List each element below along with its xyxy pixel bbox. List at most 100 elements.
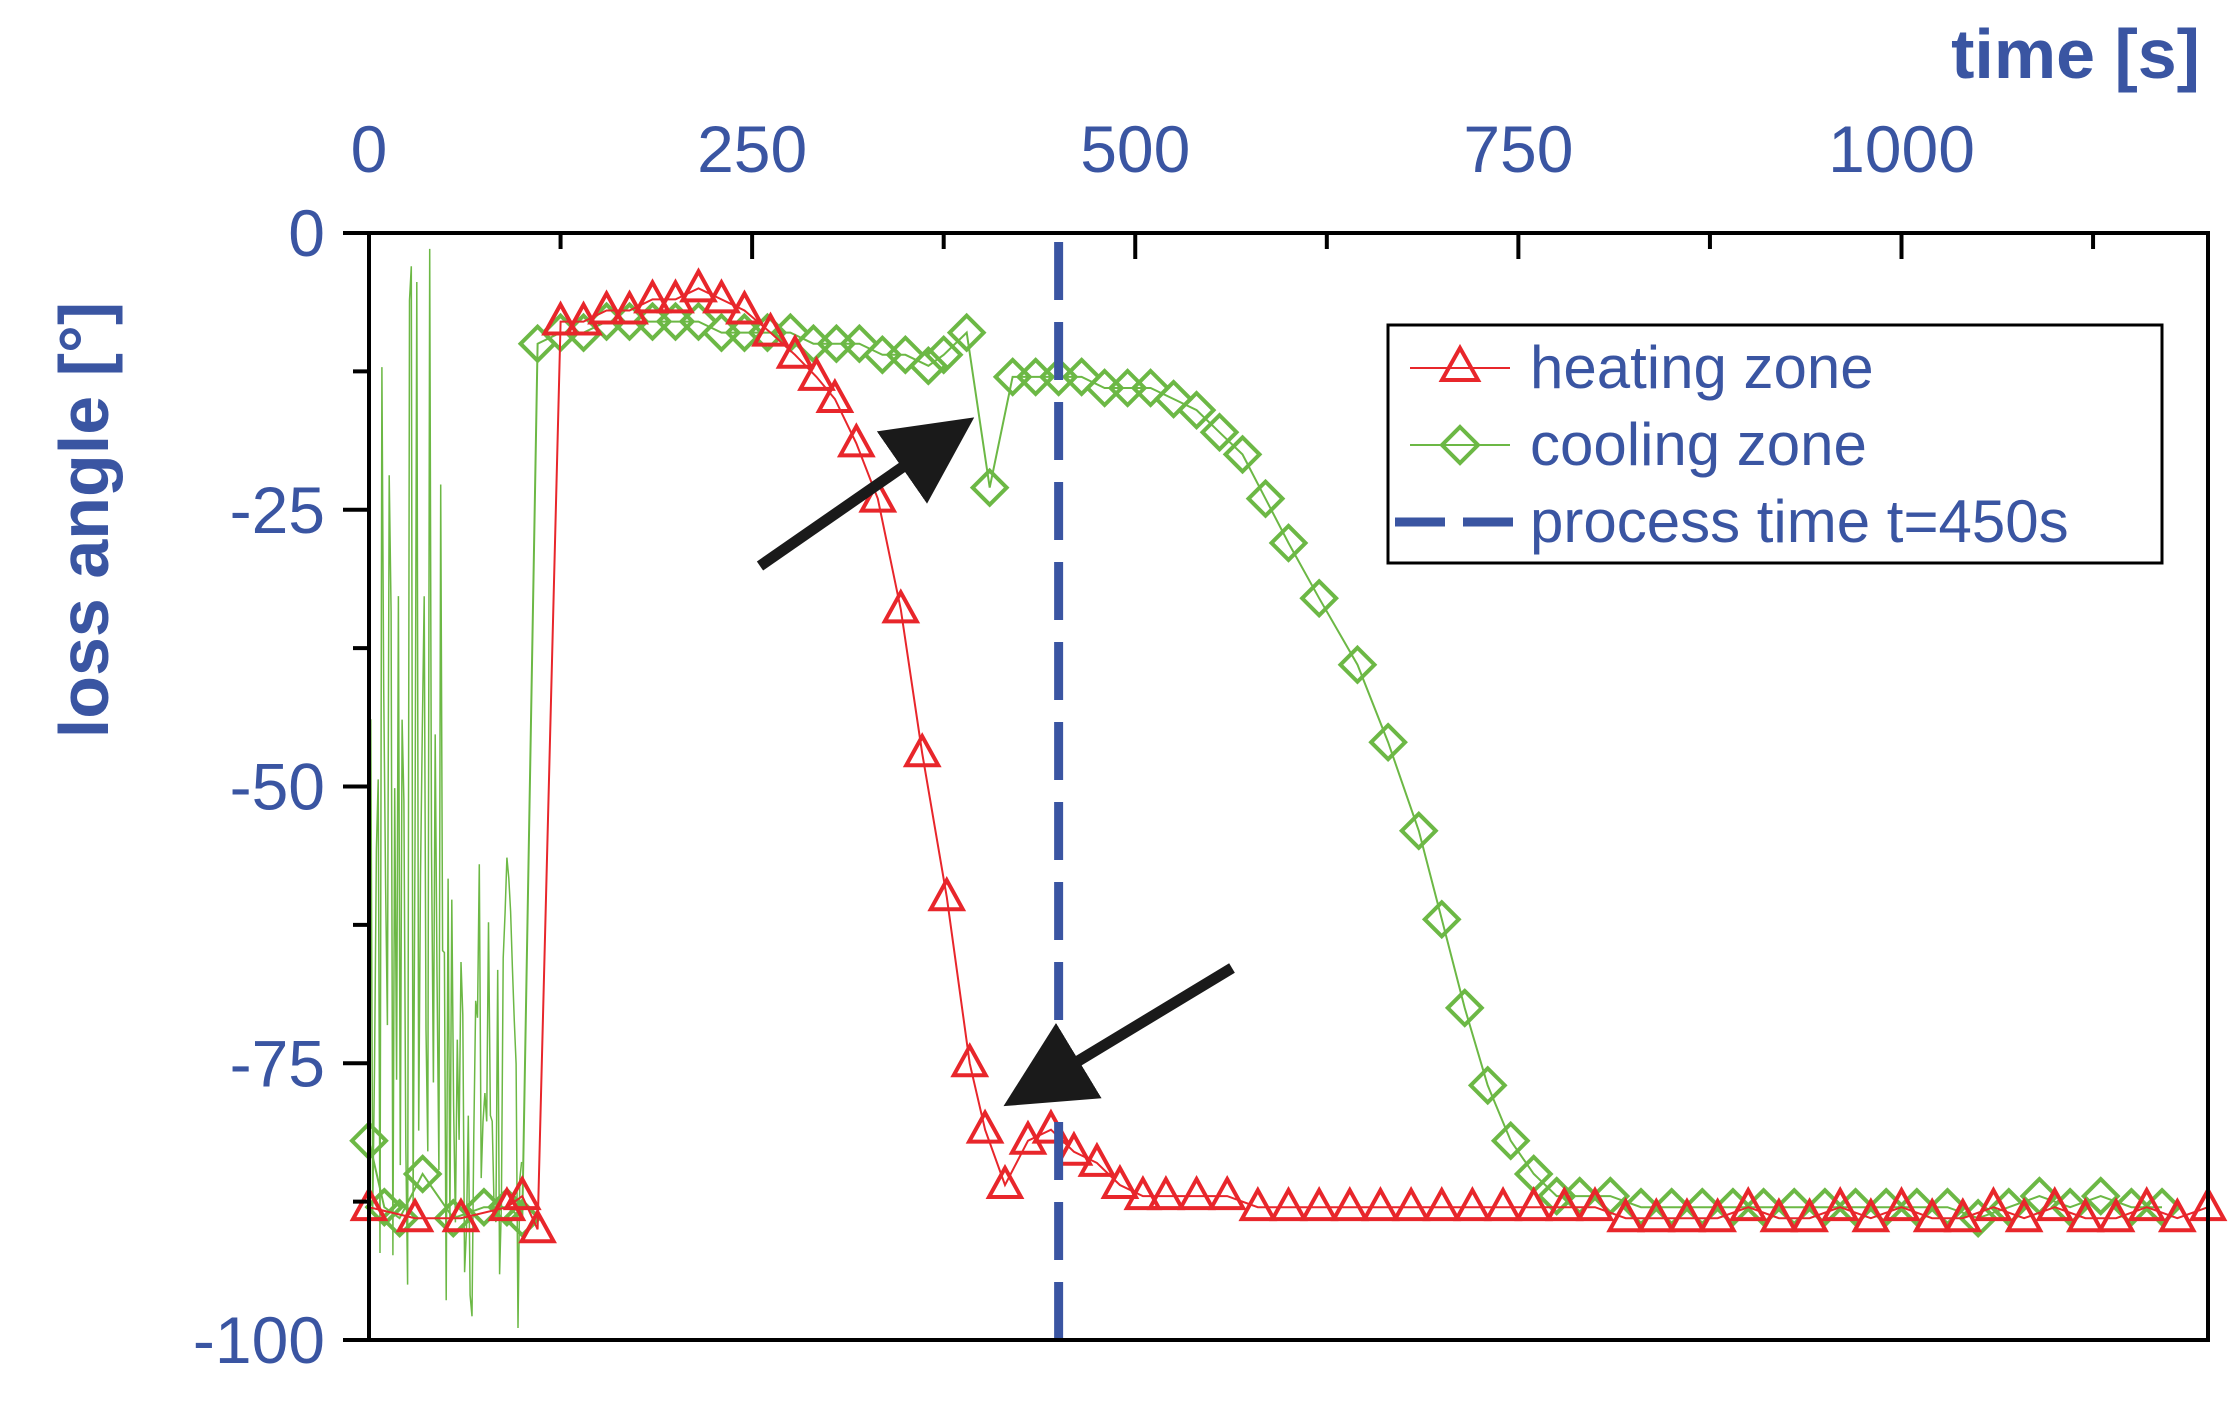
cooling-zone-marker (1222, 434, 1263, 475)
heating-zone-marker (441, 1197, 481, 1233)
cooling-zone-marker (1444, 988, 1485, 1028)
y-tick-label: -100 (193, 1303, 325, 1377)
cooling-zone-marker (1199, 412, 1240, 453)
heating-zone-marker (775, 333, 815, 369)
heating-zone-marker (1391, 1186, 1431, 1222)
cooling-zone-marker (969, 467, 1010, 508)
heating-zone-marker (679, 267, 718, 303)
heating-zone-marker (1514, 1186, 1554, 1222)
heating-zone-marker (725, 289, 764, 325)
heating-zone-marker (2066, 1197, 2105, 1233)
x-axis-title: time [s] (1951, 15, 2200, 93)
heating-zone-marker (1077, 1141, 1117, 1177)
x-tick-label: 500 (1080, 112, 1190, 186)
heating-zone-marker (1912, 1197, 1952, 1233)
arrow-layer (756, 417, 1235, 1107)
y-axis-title: loss angle [°] (45, 302, 123, 738)
legend-marker-cooling (1439, 424, 1481, 466)
heating-zone-marker (1606, 1197, 1646, 1233)
legend-label-heating: heating zone (1530, 334, 1874, 401)
cooling-zone-marker (839, 323, 880, 364)
arrow-to-cooling-dip (756, 417, 975, 571)
y-tick-label: 0 (288, 196, 325, 270)
x-tick-label: 1000 (1828, 112, 1975, 186)
heating-zone-marker (1544, 1186, 1584, 1222)
cooling-zone-marker (946, 312, 987, 353)
cooling-zone-marker (433, 1198, 474, 1239)
heating-zone-marker (836, 422, 876, 458)
cooling-zone-marker (1368, 722, 1408, 763)
cooling-zone-marker (1621, 1187, 1661, 1227)
heating-zone-marker (815, 377, 855, 414)
heating-zone-marker (1575, 1186, 1615, 1222)
x-tick-label: 0 (351, 112, 388, 186)
cooling-zone-marker (678, 301, 719, 342)
heating-zone-marker (1177, 1174, 1216, 1211)
legend-box (1386, 323, 2164, 565)
legend-marker-heating (1438, 343, 1482, 382)
cooling-zone-marker (1153, 379, 1194, 419)
heating-zone-marker (881, 588, 921, 624)
heating-zone-marker (1851, 1197, 1891, 1233)
heating-zone-marker (1422, 1186, 1462, 1222)
cooling-zone-marker (1398, 810, 1439, 851)
heating-zone-marker (541, 300, 580, 336)
heating-zone-marker (950, 1042, 990, 1078)
cooling-zone-marker (1490, 1120, 1531, 1161)
heating-zone-marker (487, 1186, 527, 1222)
cooling-zone-marker (1927, 1187, 1968, 1227)
cooling-zone-marker (487, 1187, 527, 1227)
heating-zone-marker (1008, 1119, 1048, 1155)
y-tick-label: -25 (230, 473, 325, 547)
heating-zone-marker (2004, 1197, 2044, 1233)
heating-zone-marker (1759, 1197, 1799, 1233)
cooling-zone-marker (1176, 390, 1217, 430)
tick-labels: 0 250 500 750 1000 0 -25 -50 -75 -100 (193, 112, 1975, 1377)
cooling-zone-marker (1130, 368, 1171, 408)
heating-zone-marker (1123, 1174, 1163, 1211)
cooling-zone-marker (1337, 644, 1378, 685)
heating-zone-marker (395, 1197, 435, 1233)
cooling-zone-marker (1421, 899, 1462, 940)
heating-zone-marker (927, 876, 967, 912)
heating-zone-marker (2096, 1197, 2136, 1233)
cooling-zone-marker (1245, 478, 1286, 519)
heating-zone-marker (985, 1163, 1025, 1200)
cooling-zone-marker (402, 1154, 443, 1194)
cooling-zone-marker (1467, 1065, 1508, 1106)
heating-zone-marker (1636, 1197, 1676, 1233)
heating-zone-marker (1269, 1186, 1308, 1222)
heating-zone-marker (2157, 1197, 2197, 1233)
heating-zone-marker (1698, 1197, 1737, 1233)
heating-zone-line (368, 287, 2209, 1230)
cooling-zone-marker (1559, 1176, 1600, 1216)
cooling-zone-marker (2080, 1176, 2121, 1216)
cooling-zone-marker (1268, 523, 1309, 563)
legend-label-process: process time t=450s (1530, 488, 2069, 555)
heating-zone-marker (1330, 1186, 1370, 1222)
arrow-to-heating-bump (1003, 963, 1235, 1107)
legend-label-cooling: cooling zone (1530, 411, 1867, 478)
heating-zone-marker (1361, 1186, 1400, 1222)
legend: heating zone cooling zone process time t… (1386, 323, 2164, 565)
cooling-zone-marker (923, 334, 964, 375)
heating-zone-marker (1974, 1186, 2013, 1222)
x-tick-label: 750 (1463, 112, 1573, 186)
cooling-zone-marker (1651, 1187, 1692, 1227)
axis-ticks (343, 231, 2096, 1342)
cooling-zone-marker (1061, 357, 1102, 397)
heating-zone-marker (1207, 1174, 1247, 1211)
cooling-zone-marker (908, 346, 949, 386)
heating-zone-marker (1238, 1186, 1278, 1222)
heating-zone-marker (1667, 1197, 1707, 1233)
x-tick-label: 250 (697, 112, 807, 186)
cooling-zone-marker (1682, 1187, 1723, 1227)
heating-zone-marker (1483, 1186, 1523, 1222)
heating-zone-marker (2035, 1186, 2075, 1222)
heating-zone-marker (1728, 1186, 1768, 1222)
heating-zone-marker (1943, 1197, 1983, 1233)
heating-zone-marker (633, 278, 672, 314)
heating-zone-marker (587, 289, 626, 325)
heating-zone-marker (1453, 1186, 1492, 1222)
